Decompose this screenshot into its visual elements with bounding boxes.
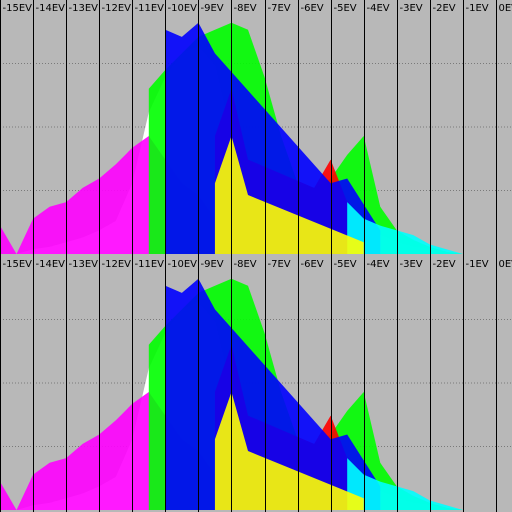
histogram-panel-2: -15EV -14EV -13EV -12EV -11EV -10EV -9EV -8EV -7…: [0, 256, 512, 512]
series-group: [0, 22, 496, 254]
ev-tick-label: -5EV: [334, 3, 357, 14]
ev-tick-label: -15EV: [3, 259, 33, 270]
histogram-panel-1: -15EV -14EV -13EV -12EV -11EV -10EV -9EV -8EV -7…: [0, 0, 512, 256]
ev-tick-label: -1EV: [466, 3, 489, 14]
ev-tick-label: -12EV: [102, 3, 132, 14]
ev-tick-label: -14EV: [36, 259, 66, 270]
ev-tick-label: -6EV: [301, 259, 324, 270]
ev-tick-label: -9EV: [201, 3, 224, 14]
ev-tick-label: -4EV: [367, 259, 390, 270]
ev-tick-label: -4EV: [367, 3, 390, 14]
ev-tick-label: -2EV: [433, 3, 456, 14]
ev-axis: -15EV -14EV -13EV -12EV -11EV -10EV -9EV -8EV -7…: [0, 0, 512, 256]
ev-tick-label: -6EV: [301, 3, 324, 14]
ev-tick-label: -11EV: [135, 3, 165, 14]
ev-axis: -15EV -14EV -13EV -12EV -11EV -10EV -9EV -8EV -7…: [0, 256, 512, 512]
ev-tick-label: -1EV: [466, 259, 489, 270]
ev-tick-label: -10EV: [168, 3, 198, 14]
ev-tick-label: -11EV: [135, 259, 165, 270]
ev-tick-label: -14EV: [36, 3, 66, 14]
ev-tick-label: -10EV: [168, 259, 198, 270]
ev-tick-label: 0EV: [499, 259, 512, 270]
ev-tick-label: -2EV: [433, 259, 456, 270]
ev-tick-label: -8EV: [234, 259, 257, 270]
ev-tick-label: -15EV: [3, 3, 33, 14]
ev-tick-label: -7EV: [268, 259, 291, 270]
series-group: [0, 278, 496, 510]
ev-tick-label: -3EV: [400, 259, 423, 270]
ev-tick-label: -9EV: [201, 259, 224, 270]
ev-tick-label: 0EV: [499, 3, 512, 14]
ev-tick-label: -12EV: [102, 259, 132, 270]
ev-tick-label: -13EV: [69, 3, 99, 14]
series-area-yellow: [214, 392, 364, 510]
ev-tick-label: -7EV: [268, 3, 291, 14]
ev-tick-label: -3EV: [400, 3, 423, 14]
ev-tick-label: -13EV: [69, 259, 99, 270]
ev-tick-label: -5EV: [334, 259, 357, 270]
ev-tick-label: -8EV: [234, 3, 257, 14]
series-area-yellow: [214, 136, 364, 254]
series-area-cyan: [347, 202, 463, 254]
series-area-cyan: [347, 458, 463, 510]
